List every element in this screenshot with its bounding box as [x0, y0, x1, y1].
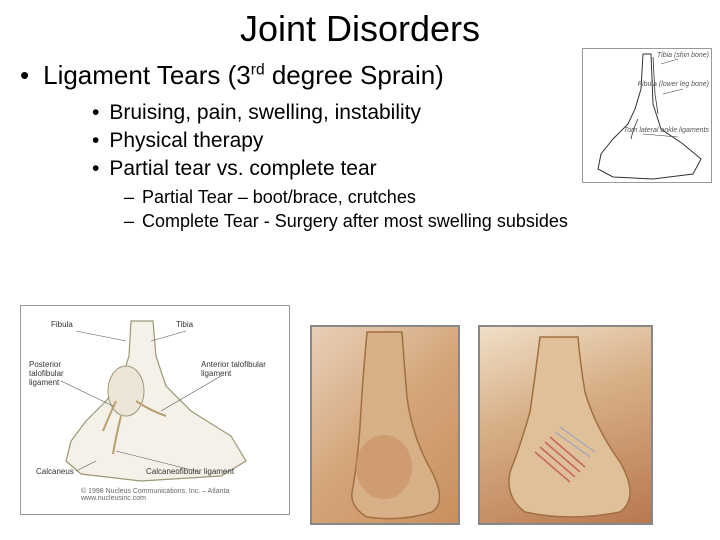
- list-item-text: Bruising, pain, swelling, instability: [109, 101, 421, 125]
- bullet-icon: •: [92, 101, 99, 125]
- list-item-text: Physical therapy: [109, 129, 263, 153]
- heading-text: Ligament Tears (3rd degree Sprain): [43, 60, 444, 91]
- anatomy-svg: [21, 306, 291, 516]
- label-tibia: Tibia: [176, 321, 193, 330]
- bullet-icon: •: [92, 129, 99, 153]
- label-calc-lig: Calcaneofibular ligament: [146, 468, 234, 477]
- dash-icon: –: [124, 187, 134, 208]
- label-fibula: Fibula (lower leg bone): [638, 81, 709, 88]
- label-ligaments: Torn lateral ankle ligaments: [624, 127, 709, 134]
- label-ant-lig: Anterior talofibular ligament: [201, 361, 266, 379]
- label-fibula: Fibula: [51, 321, 73, 330]
- photo-torn-ligament: [478, 325, 653, 525]
- diagram-ankle-anatomy: Fibula Tibia Posterior talofibular ligam…: [20, 305, 290, 515]
- photo-swollen-ankle: [310, 325, 460, 525]
- label-post-lig: Posterior talofibular ligament: [29, 361, 64, 387]
- ankle-svg: [583, 49, 713, 184]
- list-item: – Complete Tear - Surgery after most swe…: [124, 211, 710, 232]
- list-item-text: Partial tear vs. complete tear: [109, 157, 376, 181]
- copyright-text: © 1998 Nucleus Communications, Inc. – At…: [81, 488, 229, 502]
- dash-icon: –: [124, 211, 134, 232]
- heading-sup: rd: [251, 61, 265, 78]
- list-item-text: Partial Tear – boot/brace, crutches: [142, 187, 416, 208]
- heading-suffix: degree Sprain): [265, 60, 444, 90]
- label-tibia: Tibia (shin bone): [657, 52, 709, 59]
- heading-prefix: Ligament Tears (3: [43, 60, 251, 90]
- level3-list: – Partial Tear – boot/brace, crutches – …: [20, 187, 710, 232]
- bullet-icon: •: [92, 157, 99, 181]
- diagram-ankle-lineart: Tibia (shin bone) Fibula (lower leg bone…: [582, 48, 712, 183]
- list-item: – Partial Tear – boot/brace, crutches: [124, 187, 710, 208]
- list-item-text: Complete Tear - Surgery after most swell…: [142, 211, 568, 232]
- bullet-icon: •: [20, 60, 29, 91]
- label-calcaneus: Calcaneus: [36, 468, 74, 477]
